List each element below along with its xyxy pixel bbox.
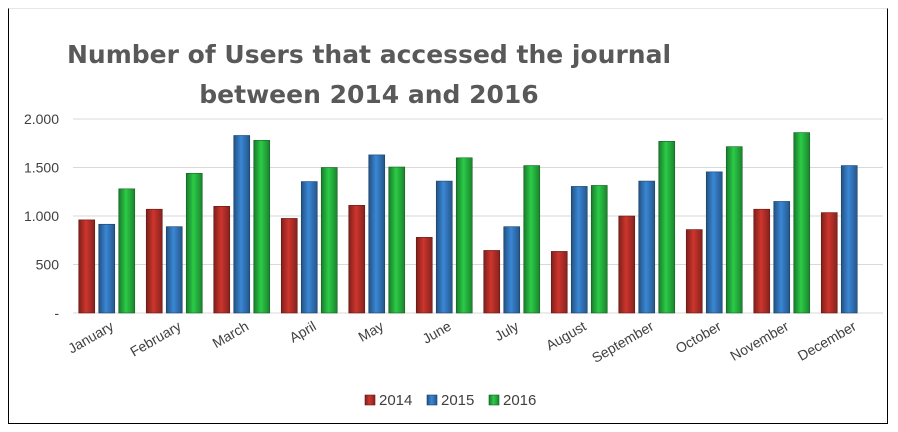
chart-title-line-1: Number of Users that accessed the journa… xyxy=(66,40,672,69)
bar-2014-january xyxy=(78,219,96,314)
bar-2016-november xyxy=(793,132,811,314)
bar-2014-april xyxy=(280,218,298,314)
bar-2015-june xyxy=(435,180,453,314)
bar-2014-july xyxy=(483,250,501,314)
bar-2014-november xyxy=(753,208,771,314)
bar-2016-may xyxy=(388,166,406,314)
bar-2015-october xyxy=(705,171,723,314)
x-tick-label: July xyxy=(492,318,522,344)
bar-2016-january xyxy=(118,188,136,314)
legend-swatch-2015 xyxy=(426,394,438,406)
bar-2014-december xyxy=(820,212,838,314)
bar-2014-october xyxy=(685,229,703,314)
bar-2014-august xyxy=(550,251,568,314)
bar-2016-september xyxy=(658,141,676,314)
y-tick-label: 500 xyxy=(36,257,60,273)
bar-2016-august xyxy=(590,185,608,314)
legend-label-2014: 2014 xyxy=(379,392,412,409)
bar-2014-march xyxy=(213,206,231,314)
bar-2015-february xyxy=(165,226,183,314)
bar-2015-august xyxy=(570,186,588,314)
bar-2015-september xyxy=(638,180,656,314)
bar-2015-april xyxy=(300,181,318,314)
legend-swatch-2014 xyxy=(364,394,376,406)
x-tick-label: February xyxy=(127,318,184,360)
chart-title: Number of Users that accessed the journa… xyxy=(9,35,729,115)
x-tick-label: September xyxy=(589,318,657,366)
bar-2015-march xyxy=(233,135,251,314)
x-tick-label: November xyxy=(727,318,791,364)
bar-2015-january xyxy=(98,223,116,314)
bar-chart: - 500 1.000 1.500 2.000 January February March A… xyxy=(24,111,883,409)
bar-2015-december xyxy=(840,165,858,314)
bar-2016-april xyxy=(320,167,338,314)
x-tick-label: March xyxy=(210,318,252,351)
y-tick-label: 1.000 xyxy=(24,208,59,224)
chart-title-line-2: between 2014 and 2016 xyxy=(199,80,539,109)
x-tick-label: December xyxy=(795,318,859,364)
legend-swatch-2016 xyxy=(488,394,500,406)
bar-2016-july xyxy=(523,165,541,314)
x-tick-label: October xyxy=(673,318,724,357)
legend-label-2016: 2016 xyxy=(503,392,536,409)
x-tick-label: June xyxy=(419,318,453,347)
x-tick-label: May xyxy=(355,318,386,345)
y-tick-label: 1.500 xyxy=(24,160,59,176)
bar-2014-may xyxy=(348,205,366,314)
bar-2015-july xyxy=(503,226,521,314)
bar-2016-october xyxy=(725,146,743,314)
bar-2016-june xyxy=(455,157,473,314)
legend-label-2015: 2015 xyxy=(441,392,474,409)
bar-2015-november xyxy=(773,201,791,314)
y-tick-label: 2.000 xyxy=(24,111,59,127)
bar-2016-february xyxy=(185,173,203,314)
bar-2014-february xyxy=(145,208,163,314)
x-tick-label: August xyxy=(543,318,589,354)
y-tick-label: - xyxy=(54,305,59,321)
bar-2014-june xyxy=(415,237,433,314)
x-tick-label: April xyxy=(286,318,318,346)
bar-2015-may xyxy=(368,154,386,314)
chart-frame: Number of Users that accessed the journa… xyxy=(8,8,888,424)
bar-2016-march xyxy=(253,140,271,314)
bar-2014-september xyxy=(618,215,636,314)
x-tick-label: January xyxy=(65,318,116,357)
